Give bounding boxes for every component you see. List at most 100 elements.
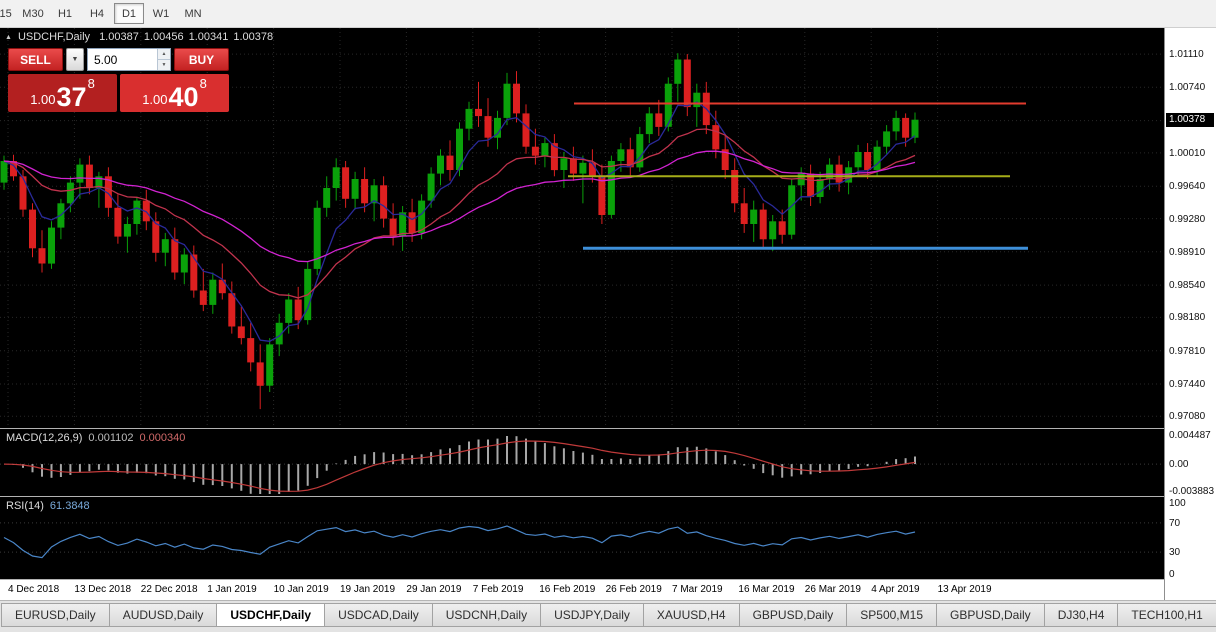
sell-price-prefix: 1.00 [30,92,56,107]
buy-price-prefix: 1.00 [142,92,168,107]
time-axis-label: 29 Jan 2019 [406,584,462,595]
macd-signal-value: 0.000340 [139,432,186,444]
buy-button[interactable]: BUY [174,48,229,71]
ohlc-low: 1.00341 [188,31,229,43]
macd-scale-label: 0.004487 [1169,430,1211,441]
buy-price-big-digits: 40 [168,82,199,113]
chart-tab-usdcad-daily[interactable]: USDCAD,Daily [324,603,433,627]
price-scale-label: 0.97440 [1169,378,1206,390]
price-scale: 1.00378 1.011101.007401.003701.000100.99… [1165,28,1216,600]
ohlc-high: 1.00456 [143,31,184,43]
chart-tab-tech100-h1[interactable]: TECH100,H1 [1117,603,1216,627]
buy-button-label: BUY [188,52,215,67]
time-axis-label: 4 Dec 2018 [8,584,60,595]
sell-price-pipette: 8 [87,76,95,91]
chart-title: ▲ USDCHF,Daily 1.00387 1.00456 1.00341 1… [5,31,273,43]
ohlc-close: 1.00378 [233,31,274,43]
timeframe-toolbar: M15 M30 H1 H4 D1 W1 MN [0,0,1216,28]
volume-dropdown-button[interactable]: ▼ [66,48,84,71]
chart-tab-usdcnh-daily[interactable]: USDCNH,Daily [431,603,542,627]
scale-divider [1164,28,1165,600]
panel-separator[interactable] [0,496,1216,497]
candlestick-chart [0,28,1164,428]
time-axis-label: 16 Feb 2019 [539,584,596,595]
chart-tab-gbpusd-daily[interactable]: GBPUSD,Daily [936,603,1045,627]
one-click-trading-panel: SELL ▼ ▲ ▼ BUY [8,48,229,112]
time-axis-label: 1 Jan 2019 [207,584,257,595]
time-axis-label: 4 Apr 2019 [871,584,920,595]
candlesticks [0,53,919,410]
time-axis-label: 13 Dec 2018 [74,584,132,595]
panel-separator[interactable] [0,428,1216,429]
sell-price-display[interactable]: 1.00 37 8 [8,74,117,112]
grid [0,28,1164,428]
rsi-chart [0,522,1164,559]
main-chart-plot[interactable]: ▲ USDCHF,Daily 1.00387 1.00456 1.00341 1… [0,28,1164,428]
time-axis-label: 13 Apr 2019 [937,584,992,595]
timeframe-button-d1[interactable]: D1 [114,3,144,24]
macd-panel[interactable]: MACD(12,26,9) 0.001102 0.000340 [0,429,1164,496]
chart-tab-xauusd-h4[interactable]: XAUUSD,H4 [642,603,740,627]
rsi-scale-label: 70 [1169,517,1181,529]
spinner-down-icon[interactable]: ▼ [158,60,170,70]
chevron-down-icon: ▼ [71,56,79,63]
chart-tab-usdchf-daily[interactable]: USDCHF,Daily [216,603,326,627]
rsi-panel[interactable]: RSI(14) 61.3848 [0,497,1164,579]
sell-button-label: SELL [20,52,51,67]
price-scale-label: 0.97080 [1169,411,1206,423]
price-scale-label: 1.01110 [1169,49,1204,61]
chart-tab-sp500-m15[interactable]: SP500,M15 [846,603,937,627]
rsi-scale-label: 0 [1169,569,1175,580]
rsi-scale-label: 100 [1169,498,1186,509]
chart-tab-audusd-daily[interactable]: AUDUSD,Daily [108,603,218,627]
time-axis-label: 26 Feb 2019 [605,584,662,595]
chart-area: ▲ USDCHF,Daily 1.00387 1.00456 1.00341 1… [0,28,1216,600]
price-scale-label: 0.98180 [1169,312,1206,324]
macd-label: MACD(12,26,9) 0.001102 0.000340 [6,432,185,444]
volume-field-wrap: ▲ ▼ [87,48,171,71]
rsi-label: RSI(14) 61.3848 [6,500,90,512]
macd-scale-label: -0.003883 [1169,486,1215,497]
macd-main-value: 0.001102 [88,432,134,444]
chart-tab-eurusd-daily[interactable]: EURUSD,Daily [1,603,110,627]
time-axis-label: 16 Mar 2019 [738,584,795,595]
macd-chart [0,436,1164,494]
macd-histogram [12,436,916,494]
time-axis: 4 Dec 2018 13 Dec 2018 22 Dec 2018 1 Jan 20… [0,580,1164,600]
price-scale-label: 1.00740 [1169,82,1206,94]
ohlc-open: 1.00387 [99,31,139,43]
timeframe-button-h4[interactable]: H4 [89,7,105,20]
chart-tab-usdjpy-daily[interactable]: USDJPY,Daily [540,603,644,627]
moving-averages [3,101,916,342]
timeframe-button-mn[interactable]: MN [184,7,202,20]
price-scale-label: 1.00010 [1169,147,1206,159]
spinner-up-icon[interactable]: ▲ [158,49,170,60]
buy-price-display[interactable]: 1.00 40 8 [120,74,229,112]
buy-price-pipette: 8 [199,76,207,91]
time-axis-label: 22 Dec 2018 [140,584,198,595]
sell-price-big-digits: 37 [56,82,87,113]
timeframe-button-m30[interactable]: M30 [22,7,44,20]
volume-input[interactable] [88,49,170,70]
macd-name: MACD(12,26,9) [6,432,83,444]
time-axis-label: 19 Jan 2019 [340,584,396,595]
chart-tab-gbpusd-daily[interactable]: GBPUSD,Daily [738,603,848,627]
rsi-line [3,525,916,559]
rsi-name: RSI(14) [6,500,44,512]
time-axis-label: 7 Feb 2019 [472,584,524,595]
timeframe-button-w1[interactable]: W1 [152,7,170,20]
price-scale-label: 0.98910 [1169,246,1206,258]
timeframe-button-m15[interactable]: M15 [0,7,12,20]
timeframe-button-h1[interactable]: H1 [57,7,73,20]
sell-button[interactable]: SELL [8,48,63,71]
chart-symbol-label: USDCHF,Daily [17,31,91,43]
chart-tab-dj30-h4[interactable]: DJ30,H4 [1043,603,1119,627]
price-scale-label: 0.97810 [1169,345,1206,357]
rsi-value: 61.3848 [49,500,90,512]
panel-separator [0,579,1216,580]
time-axis-label: 7 Mar 2019 [672,584,723,595]
chart-tab-bar: EURUSD,Daily AUDUSD,Daily USDCHF,Daily USDC… [0,600,1216,632]
price-scale-label: 0.99280 [1169,213,1206,225]
rsi-scale-label: 30 [1169,547,1181,559]
